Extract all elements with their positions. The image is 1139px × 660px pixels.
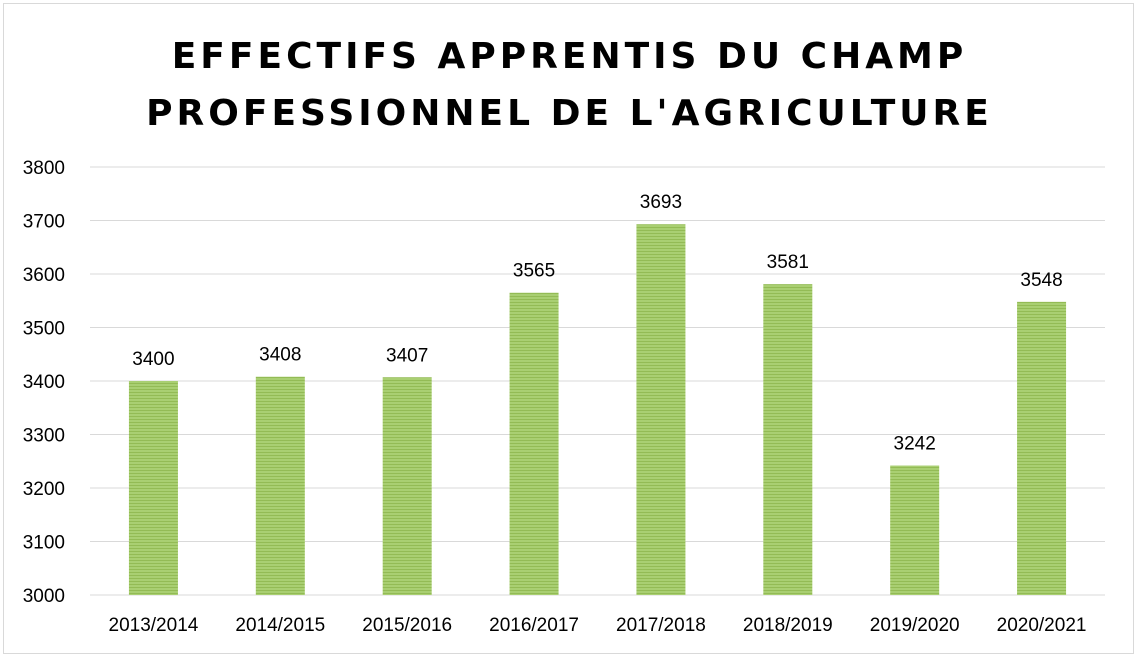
x-category-label: 2013/2014 [109, 615, 199, 636]
x-category-label: 2015/2016 [362, 615, 452, 636]
bar [636, 224, 686, 595]
bars [128, 224, 1067, 595]
data-label: 3693 [640, 192, 682, 213]
data-label: 3407 [386, 345, 428, 366]
x-category-label: 2018/2019 [743, 615, 833, 636]
x-category-label: 2019/2020 [870, 615, 960, 636]
y-axis-tick-labels: 3000 3100 3200 3300 3400 3500 3600 3700 3800 [23, 158, 65, 607]
bar [382, 377, 432, 595]
x-category-label: 2020/2021 [997, 615, 1087, 636]
x-category-label: 2017/2018 [616, 615, 706, 636]
data-label: 3400 [132, 349, 174, 370]
bar [255, 376, 305, 595]
bar [128, 381, 178, 595]
data-label: 3548 [1020, 270, 1062, 291]
data-label: 3581 [767, 252, 809, 273]
y-tick-label: 3100 [23, 533, 65, 554]
data-labels: 3400 3408 3407 3565 3693 3581 3242 3548 [132, 192, 1062, 454]
chart-title-line-1: EFFECTIFS APPRENTIS DU CHAMP [171, 36, 968, 77]
bar [1017, 301, 1067, 595]
y-tick-label: 3200 [23, 479, 65, 500]
bar [763, 284, 813, 595]
data-label: 3565 [513, 261, 555, 282]
y-tick-label: 3800 [23, 158, 65, 179]
chart-frame [3, 3, 1134, 654]
x-category-label: 2016/2017 [489, 615, 579, 636]
x-category-label: 2014/2015 [235, 615, 325, 636]
bar [509, 292, 559, 595]
gridlines [90, 166, 1105, 596]
chart-title-line-2: PROFESSIONNEL DE L'AGRICULTURE [146, 93, 993, 134]
y-tick-label: 3000 [23, 586, 65, 607]
y-tick-label: 3700 [23, 212, 65, 233]
data-label: 3408 [259, 345, 301, 366]
data-label: 3242 [894, 434, 936, 455]
y-tick-label: 3400 [23, 372, 65, 393]
y-tick-label: 3500 [23, 319, 65, 340]
y-tick-label: 3300 [23, 426, 65, 447]
x-axis-category-labels: 2013/2014 2014/2015 2015/2016 2016/2017 2017… [109, 615, 1087, 636]
bar [890, 465, 940, 595]
y-tick-label: 3600 [23, 265, 65, 286]
chart-title: EFFECTIFS APPRENTIS DU CHAMP PROFESSIONN… [0, 28, 1139, 142]
